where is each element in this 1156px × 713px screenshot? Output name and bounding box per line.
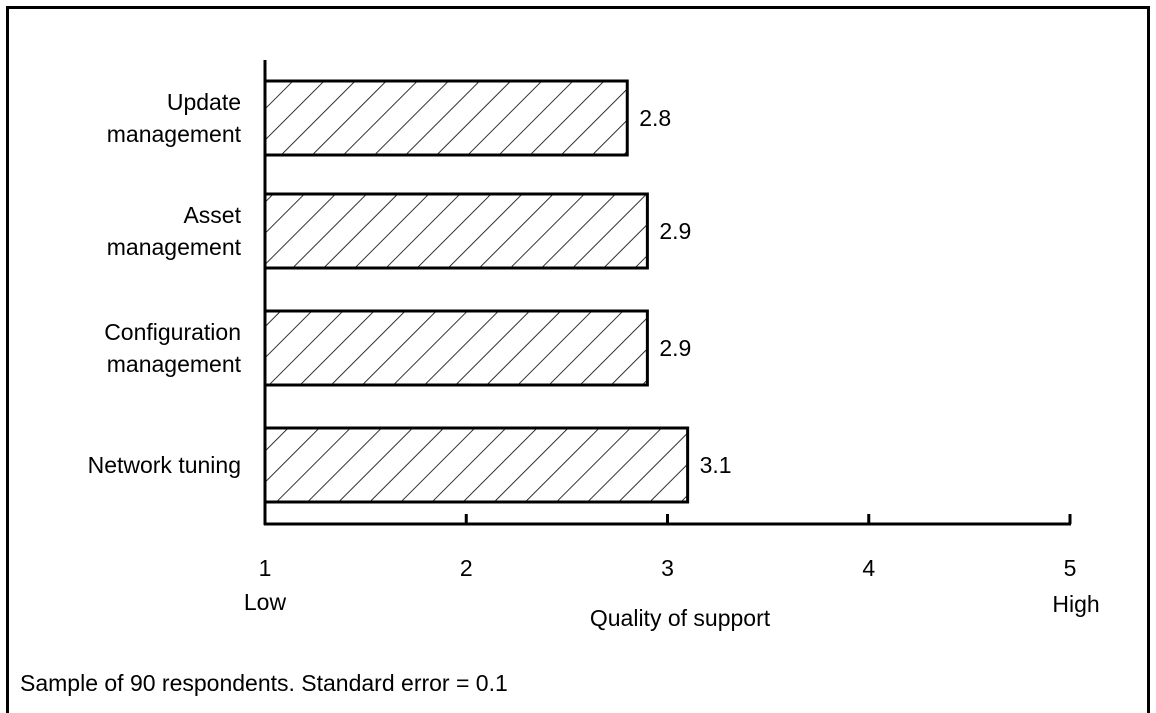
x-tick-label: 2 — [460, 555, 473, 581]
bar — [263, 79, 629, 157]
category-label: Asset management — [107, 202, 242, 260]
x-axis-title: Quality of support — [590, 605, 771, 631]
x-tick-label: 4 — [862, 555, 875, 581]
high-label: High — [1052, 591, 1099, 617]
value-label: 2.9 — [659, 335, 691, 361]
x-tick-label: 1 — [259, 555, 272, 581]
x-tick-label: 3 — [661, 555, 674, 581]
bars-layer — [263, 79, 690, 504]
bar — [263, 309, 649, 387]
category-label: Update management — [107, 89, 242, 147]
bar — [263, 426, 690, 504]
footnote: Sample of 90 respondents. Standard error… — [20, 670, 508, 696]
value-label: 2.8 — [639, 105, 671, 131]
value-label: 2.9 — [659, 218, 691, 244]
x-tick-label: 5 — [1064, 555, 1077, 581]
low-label: Low — [244, 589, 287, 615]
labels-layer: 2.8 Update management 2.9 Asset management 2.9… — [88, 89, 1100, 631]
category-label: Network tuning — [88, 452, 241, 478]
axes-layer — [263, 60, 1072, 526]
bar — [263, 192, 649, 270]
category-label: Configuration management — [104, 319, 241, 377]
chart-frame — [6, 6, 1150, 713]
value-label: 3.1 — [700, 452, 732, 478]
